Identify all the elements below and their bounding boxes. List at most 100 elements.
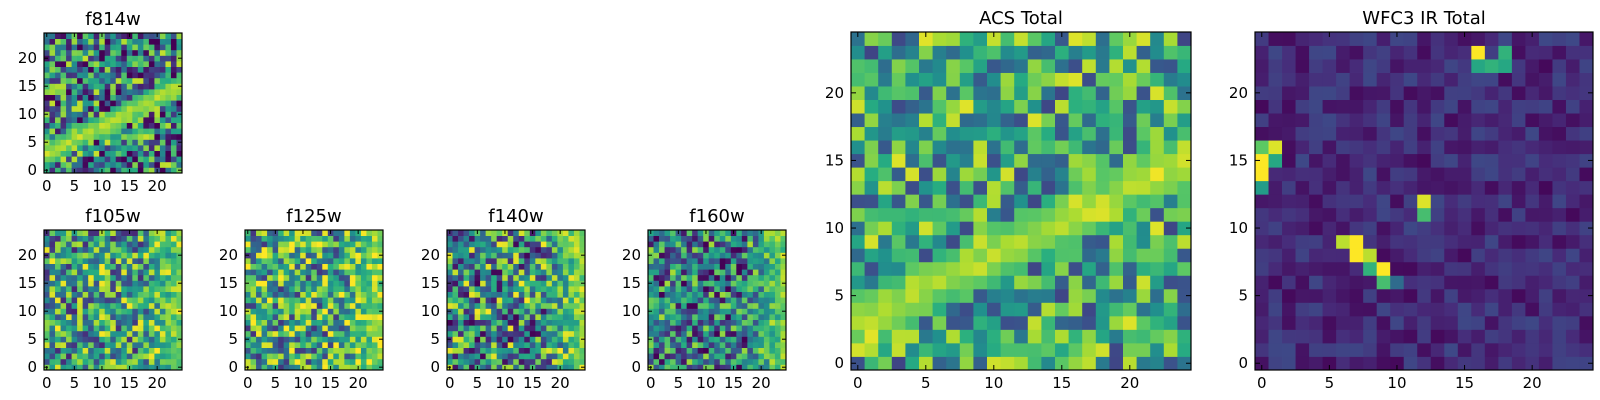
heatmap-cell	[1484, 140, 1499, 155]
heatmap-cell	[82, 342, 89, 348]
heatmap-cell	[878, 342, 893, 357]
heatmap-cell	[1095, 126, 1110, 141]
heatmap-cell	[780, 291, 787, 298]
heatmap-cell	[159, 336, 166, 343]
heatmap-cell	[132, 330, 139, 337]
heatmap-cell	[769, 263, 776, 270]
heatmap-cell	[283, 241, 290, 248]
heatmap-cell	[469, 308, 475, 315]
heatmap-cell	[148, 280, 155, 287]
heatmap-cell	[1150, 86, 1165, 100]
heatmap-cell	[769, 364, 776, 371]
heatmap-cell	[88, 297, 95, 304]
heatmap-cell	[377, 342, 384, 348]
heatmap-cell	[1457, 140, 1472, 155]
heatmap-cell	[692, 347, 699, 354]
heatmap-cell	[675, 291, 682, 298]
heatmap-cell	[1525, 275, 1540, 290]
heatmap-cell	[1082, 288, 1097, 303]
heatmap-cell	[469, 291, 475, 298]
heatmap-cell	[1403, 315, 1418, 330]
heatmap-cell	[1014, 356, 1029, 371]
heatmap-cell	[311, 364, 318, 371]
heatmap-cell	[670, 286, 676, 292]
heatmap-cell	[546, 364, 553, 371]
heatmap-cell	[714, 241, 721, 248]
y-tick-label: 20	[825, 84, 844, 102]
heatmap-cell	[1295, 180, 1310, 195]
heatmap-cell	[1295, 302, 1310, 317]
heatmap-cell	[371, 258, 378, 264]
heatmap-cell	[344, 235, 351, 242]
heatmap-cell	[176, 122, 183, 129]
heatmap-cell	[1390, 194, 1405, 209]
heatmap-cell	[864, 329, 879, 344]
heatmap-cell	[278, 258, 285, 264]
heatmap-cell	[579, 347, 586, 354]
heatmap-cell	[675, 286, 682, 292]
heatmap-cell	[159, 342, 166, 348]
heatmap-cell	[496, 241, 503, 248]
heatmap-cell	[1417, 113, 1432, 128]
heatmap-cell	[110, 100, 117, 107]
x-tick-label: 0	[1257, 374, 1267, 392]
heatmap-cell	[1511, 288, 1526, 303]
heatmap-cell	[176, 128, 183, 135]
heatmap-cell	[250, 358, 257, 365]
heatmap-cell	[573, 230, 580, 236]
heatmap-cell	[278, 252, 285, 259]
heatmap-cell	[557, 258, 564, 264]
heatmap-cell	[864, 234, 879, 249]
heatmap-cell	[49, 347, 56, 354]
heatmap-cell	[55, 246, 61, 253]
heatmap-cell	[82, 314, 89, 320]
heatmap-cell	[294, 336, 301, 343]
heatmap-cell	[1095, 167, 1110, 182]
heatmap-cell	[377, 358, 384, 365]
heatmap-cell	[165, 291, 172, 298]
heatmap-cell	[932, 99, 947, 114]
heatmap-cell	[513, 358, 520, 365]
heatmap-cell	[71, 330, 78, 337]
heatmap-cell	[154, 241, 161, 248]
heatmap-cell	[143, 286, 150, 292]
heatmap-cell	[283, 364, 290, 371]
heatmap-cell	[289, 314, 296, 320]
heatmap-cell	[110, 133, 117, 140]
heatmap-cell	[115, 286, 122, 292]
heatmap-cell	[653, 342, 660, 348]
heatmap-cell	[524, 358, 531, 365]
heatmap-cell	[99, 358, 106, 365]
heatmap-cell	[1430, 167, 1445, 182]
heatmap-cell	[1041, 275, 1056, 290]
heatmap-cell	[49, 364, 56, 371]
heatmap-cell	[1444, 126, 1459, 141]
heatmap-cell	[546, 286, 553, 292]
heatmap-cell	[919, 167, 933, 182]
heatmap-cell	[535, 330, 542, 337]
heatmap-cell	[1068, 99, 1083, 114]
heatmap-cell	[1282, 356, 1296, 371]
heatmap-cell	[1538, 356, 1553, 371]
heatmap-cell	[747, 297, 754, 304]
heatmap-cell	[946, 302, 961, 317]
heatmap-cell	[267, 274, 273, 281]
heatmap-cell	[1511, 72, 1526, 87]
heatmap-cell	[747, 274, 754, 281]
heatmap-cell	[272, 319, 279, 326]
heatmap-cell	[1109, 261, 1124, 276]
heatmap-cell	[568, 364, 575, 371]
heatmap-cell	[77, 364, 84, 371]
heatmap-cell	[463, 302, 470, 309]
heatmap-cell	[88, 263, 95, 270]
heatmap-cell	[1027, 72, 1042, 87]
heatmap-cell	[110, 44, 117, 51]
heatmap-cell	[496, 274, 503, 281]
heatmap-cell	[480, 353, 487, 360]
heatmap-cell	[474, 314, 481, 320]
heatmap-cell	[670, 258, 676, 264]
heatmap-cell	[458, 319, 464, 326]
heatmap-cell	[1579, 194, 1594, 209]
heatmap-cell	[283, 269, 290, 276]
heatmap-cell	[44, 145, 50, 151]
